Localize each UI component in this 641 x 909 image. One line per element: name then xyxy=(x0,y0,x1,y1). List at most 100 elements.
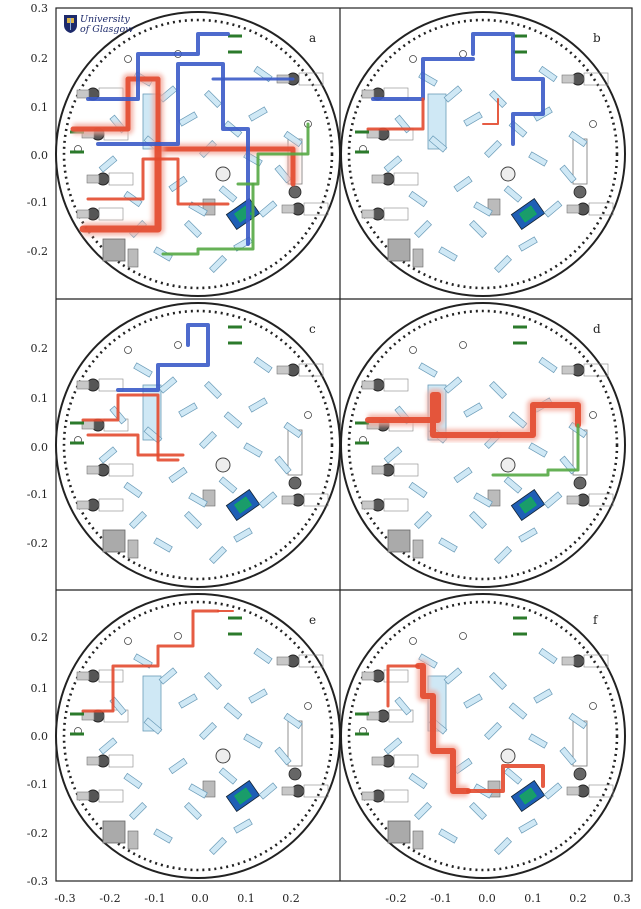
lens-holder xyxy=(361,791,375,801)
mirror xyxy=(508,411,528,429)
shield-icon xyxy=(64,15,77,33)
post-mount xyxy=(124,637,132,645)
mirror xyxy=(559,164,577,184)
mirror xyxy=(243,733,263,749)
mirror xyxy=(543,491,563,509)
x-tick-label: -0.1 xyxy=(144,892,165,905)
mirror xyxy=(383,737,403,755)
panel-letter: a xyxy=(309,31,316,45)
mirror xyxy=(274,746,292,766)
y-axis: 0.3 0.2 0.1 0.0 -0.1 -0.2 0.2 0.1 0.0 -0… xyxy=(27,2,48,888)
breadboard-outline xyxy=(340,302,626,588)
mirror xyxy=(568,712,588,730)
laser-beam xyxy=(371,57,475,101)
y-tick-label: 0.1 xyxy=(31,392,49,405)
vapour-cell-chip xyxy=(519,205,537,223)
panel-letter: d xyxy=(593,322,601,336)
laser-housing-block xyxy=(127,830,139,850)
lens-tube xyxy=(98,207,124,221)
vapour-cell xyxy=(510,198,546,230)
laser-beam xyxy=(366,97,425,131)
university-logo: University of Glasgow xyxy=(64,14,133,35)
mirror xyxy=(408,772,428,790)
lens-tube xyxy=(583,72,609,86)
mirror xyxy=(98,155,118,173)
lens-tube xyxy=(298,363,324,377)
panels xyxy=(55,11,626,879)
vapour-cell-chip xyxy=(234,496,252,514)
lens-tube xyxy=(383,498,409,512)
x-tick-label: -0.3 xyxy=(54,892,75,905)
mirror xyxy=(158,667,178,685)
mirror xyxy=(274,455,292,475)
lens-holder xyxy=(371,756,385,766)
breadboard-outline xyxy=(340,11,626,297)
mirror xyxy=(494,546,512,564)
x-tick-label: 0.2 xyxy=(569,892,587,905)
mirror xyxy=(408,481,428,499)
mirror xyxy=(98,737,118,755)
lens-holder xyxy=(76,89,90,99)
laser-beam xyxy=(86,32,230,101)
laser-beam xyxy=(70,76,296,187)
laser-beam xyxy=(386,664,420,708)
mirror xyxy=(199,431,217,449)
mirror xyxy=(489,672,507,690)
mirror xyxy=(463,693,483,709)
photodiode xyxy=(288,185,302,199)
breadboard-dotted-ring xyxy=(347,309,619,581)
polarising-cube-long xyxy=(427,93,447,150)
mirror xyxy=(494,255,512,273)
lens-tube xyxy=(588,202,614,216)
mirror xyxy=(528,442,548,458)
mirror xyxy=(258,200,278,218)
mirror xyxy=(199,722,217,740)
laser-beam xyxy=(79,140,162,233)
mirror xyxy=(408,190,428,208)
lens-holder xyxy=(361,671,375,681)
breadboard-dotted-ring xyxy=(347,18,619,290)
y-tick-label: 0.2 xyxy=(31,631,49,644)
post-mount xyxy=(409,637,417,645)
mirror xyxy=(204,381,222,399)
laser-housing-block xyxy=(387,238,411,262)
lens-holder xyxy=(276,365,290,375)
y-tick-label: -0.2 xyxy=(27,245,48,258)
lens-holder xyxy=(281,204,295,214)
mirror xyxy=(248,688,268,704)
lens-tube xyxy=(108,463,134,477)
mirror xyxy=(178,693,198,709)
y-tick-label: -0.2 xyxy=(27,827,48,840)
breadboard-panel xyxy=(340,593,626,879)
mirror xyxy=(443,376,463,394)
mirror xyxy=(543,782,563,800)
lens-holder xyxy=(566,786,580,796)
post-mount xyxy=(589,411,597,419)
post-mount xyxy=(459,50,467,58)
mirror xyxy=(123,772,143,790)
lens-holder xyxy=(371,465,385,475)
lens-tube xyxy=(298,654,324,668)
mirror xyxy=(438,828,458,844)
breadboard-panel xyxy=(55,302,341,588)
mirror xyxy=(538,65,558,83)
lens-holder xyxy=(561,365,575,375)
photodiode xyxy=(288,767,302,781)
lens-tube xyxy=(98,498,124,512)
lens-holder xyxy=(86,465,100,475)
mirror xyxy=(473,492,493,508)
mirror xyxy=(123,481,143,499)
mirror xyxy=(258,782,278,800)
mirror xyxy=(489,381,507,399)
lens-tube xyxy=(98,669,124,683)
panel-letters: a b c d e f xyxy=(309,31,601,627)
y-tick-label: 0.1 xyxy=(31,101,49,114)
mirror xyxy=(394,696,412,716)
laser-beam xyxy=(491,423,580,477)
mirror xyxy=(559,746,577,766)
mirror xyxy=(253,356,273,374)
post-mount xyxy=(174,341,182,349)
lens-tube xyxy=(583,654,609,668)
mirror xyxy=(143,717,163,735)
waveplate-mount xyxy=(500,166,516,182)
